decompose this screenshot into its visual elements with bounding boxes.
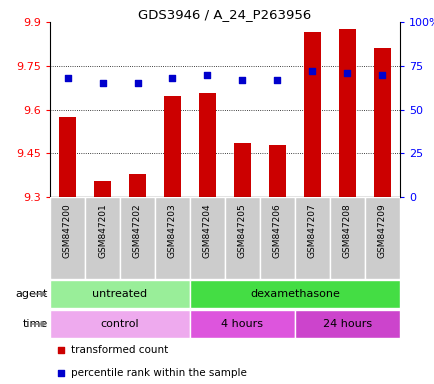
Bar [94,181,111,197]
Point [169,75,176,81]
Text: GSM847203: GSM847203 [168,204,177,258]
Bar [190,280,399,308]
Text: time: time [23,319,48,329]
Bar [128,174,146,197]
Bar [364,197,399,279]
Bar [50,310,190,338]
Bar [338,29,355,197]
Bar [85,197,120,279]
Point [57,370,64,376]
Text: control: control [100,319,139,329]
Text: GSM847209: GSM847209 [377,204,386,258]
Bar [190,310,294,338]
Text: 4 hours: 4 hours [221,319,263,329]
Point [238,77,245,83]
Bar [198,93,216,197]
Text: agent: agent [16,289,48,299]
Text: GSM847206: GSM847206 [273,204,281,258]
Text: dexamethasone: dexamethasone [250,289,339,299]
Text: GSM847201: GSM847201 [98,204,107,258]
Bar [120,197,155,279]
Bar [268,144,286,197]
Text: percentile rank within the sample: percentile rank within the sample [71,368,247,378]
Text: GSM847207: GSM847207 [307,204,316,258]
Text: 24 hours: 24 hours [322,319,371,329]
Bar [50,280,190,308]
Bar [233,143,251,197]
Text: GSM847204: GSM847204 [203,204,211,258]
Bar [190,197,224,279]
Text: GSM847202: GSM847202 [133,204,141,258]
Bar [155,197,190,279]
Point [308,68,315,74]
Point [378,71,385,78]
Text: GSM847200: GSM847200 [63,204,72,258]
Bar [329,197,364,279]
Text: transformed count: transformed count [71,345,168,355]
Bar [260,197,294,279]
Text: GSM847208: GSM847208 [342,204,351,258]
Point [134,80,141,86]
Bar [294,310,399,338]
Bar [373,48,390,197]
Bar [50,197,85,279]
Point [99,80,106,86]
Point [343,70,350,76]
Bar [303,32,321,197]
Bar [59,117,76,197]
Text: GSM847205: GSM847205 [237,204,247,258]
Title: GDS3946 / A_24_P263956: GDS3946 / A_24_P263956 [138,8,311,21]
Bar [224,197,260,279]
Text: untreated: untreated [92,289,147,299]
Bar [163,96,181,197]
Point [204,71,210,78]
Point [273,77,280,83]
Bar [294,197,329,279]
Point [57,347,64,353]
Point [64,75,71,81]
